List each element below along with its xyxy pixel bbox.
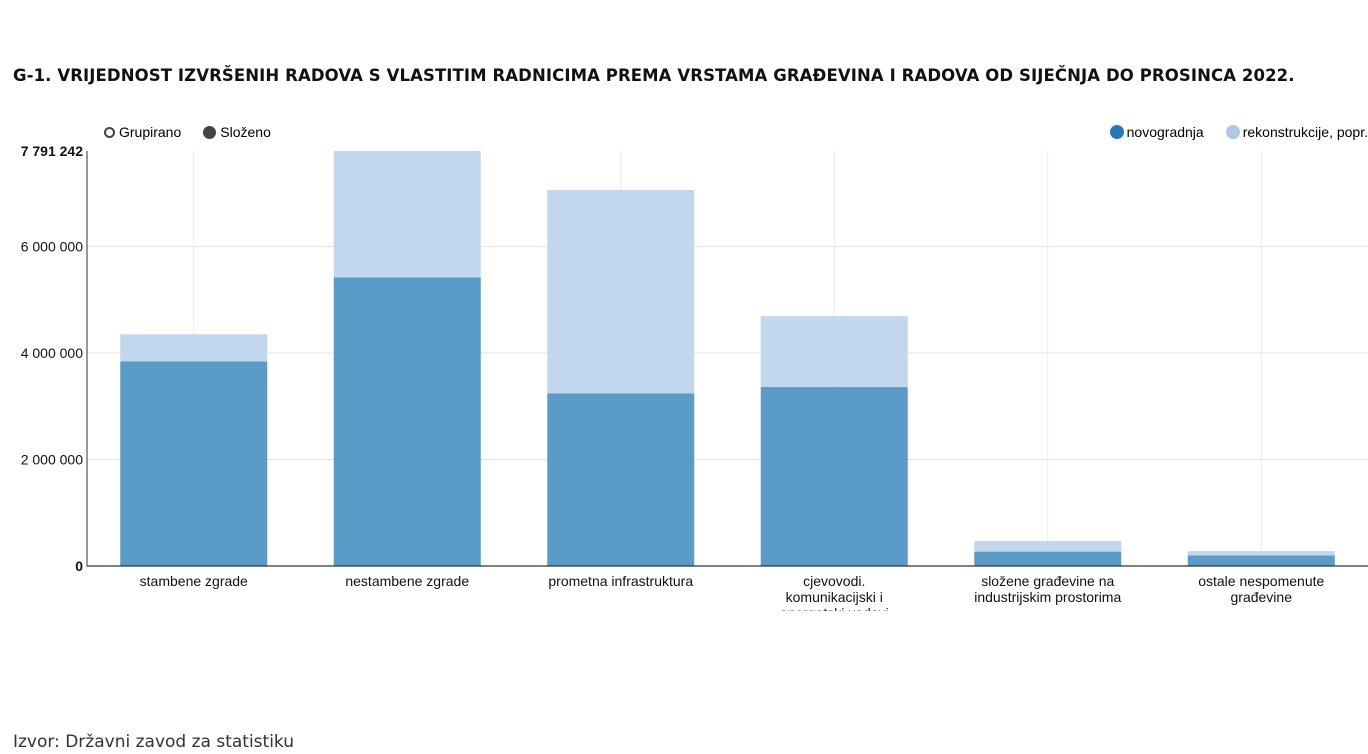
x-tick-label: prometna infrastruktura xyxy=(548,573,694,589)
x-tick-label: nestambene zgrade xyxy=(345,573,470,589)
bar-chart: 0 2 000 000 4 000 000 6 000 000 7 791 242 xyxy=(21,143,1368,574)
y-tick-label: 7 791 242 xyxy=(21,143,83,159)
bar-novogradnja xyxy=(120,361,268,566)
bar-novogradnja xyxy=(974,551,1122,566)
legend-label-novogradnja: novogradnja xyxy=(1126,124,1204,140)
y-tick-label: 6 000 000 xyxy=(21,238,83,254)
legend-item-novogradnja[interactable]: novogradnja xyxy=(1109,124,1204,140)
grouped-label: Grupirano xyxy=(119,124,182,140)
bar-rekonstrukcije xyxy=(1187,551,1335,556)
source-note: Izvor: Državni zavod za statistiku xyxy=(13,732,295,752)
x-tick-label: složene građevine na industrijskim prost… xyxy=(974,573,1122,605)
stacked-label: Složeno xyxy=(220,124,271,140)
legend-swatch-rekonstrukcije xyxy=(1225,125,1240,139)
x-tick-label: stambene zgrade xyxy=(139,573,248,589)
bar-rekonstrukcije xyxy=(760,316,908,388)
bar-rekonstrukcije xyxy=(547,189,695,394)
bar-rekonstrukcije xyxy=(974,540,1122,552)
grouped-option[interactable]: Grupirano xyxy=(104,124,181,140)
chart-legend: novogradnja rekonstrukcije, popr. xyxy=(1109,124,1368,140)
stacked-option[interactable]: Složeno xyxy=(203,124,271,140)
grouped-radio-icon[interactable] xyxy=(104,126,115,138)
bar-novogradnja xyxy=(547,393,695,566)
bar-novogradnja xyxy=(1187,555,1335,566)
bar-layer xyxy=(120,151,1335,566)
legend-item-rekonstrukcije[interactable]: rekonstrukcije, popr. xyxy=(1225,124,1368,140)
x-tick-label: cjevovodi. komunikacijski i energetski v… xyxy=(780,573,889,611)
y-tick-label: 0 xyxy=(75,558,83,574)
y-tick-label: 2 000 000 xyxy=(21,451,83,467)
chart-mode-toggle: Grupirano Složeno xyxy=(104,124,271,140)
grid-layer xyxy=(87,151,1368,566)
bar-novogradnja xyxy=(333,277,481,566)
legend-swatch-novogradnja xyxy=(1109,125,1124,139)
stacked-radio-icon[interactable] xyxy=(203,125,217,139)
y-tick-label: 4 000 000 xyxy=(21,345,83,361)
bar-novogradnja xyxy=(760,387,908,566)
bar-rekonstrukcije xyxy=(120,334,268,362)
x-tick-label: ostale nespomenute građevine xyxy=(1198,573,1325,605)
legend-label-rekonstrukcije: rekonstrukcije, popr. xyxy=(1242,124,1368,140)
chart-title: G-1. VRIJEDNOST IZVRŠENIH RADOVA S VLAST… xyxy=(13,66,1295,85)
axis-layer: 0 2 000 000 4 000 000 6 000 000 7 791 242 xyxy=(21,143,1368,574)
bar-rekonstrukcije xyxy=(333,151,481,278)
